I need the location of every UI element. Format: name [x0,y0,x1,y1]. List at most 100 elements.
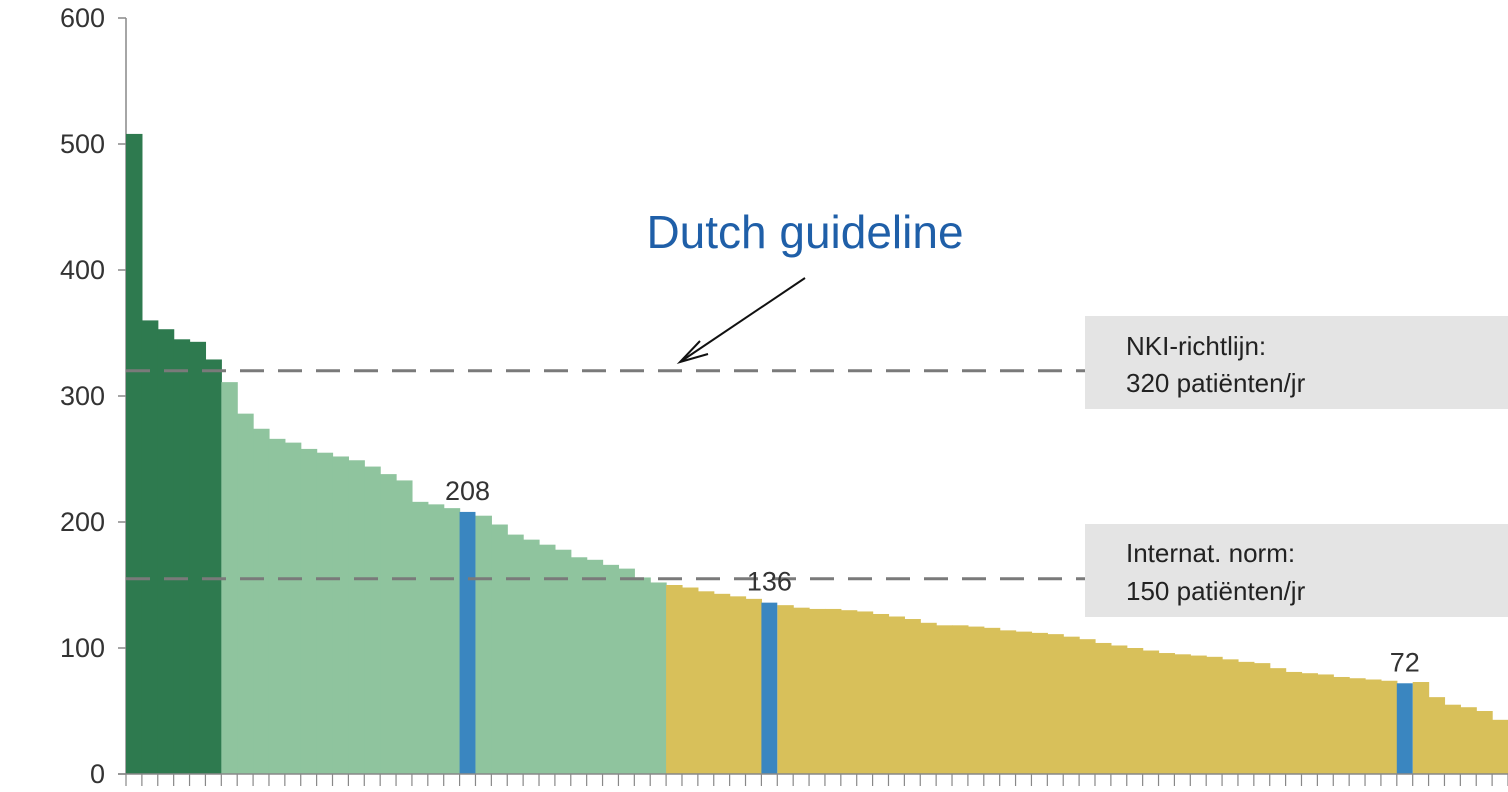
y-tick-label: 600 [60,3,105,33]
bar [1237,661,1255,774]
bar [205,359,222,774]
bar [681,587,699,774]
bar [793,607,810,774]
bar [1492,719,1508,774]
bar [126,133,143,775]
bar [666,585,683,774]
bar-labels: 208 136 72 [445,476,1420,677]
annotation: Dutch guideline [646,206,964,364]
bar [1460,707,1477,774]
y-tick-label: 300 [60,381,105,411]
bar [1015,631,1033,774]
bar [141,320,159,774]
bar [1317,674,1334,774]
annotation-arrow-head [676,340,709,364]
y-tick-label: 0 [90,759,105,789]
bar-value-label: 208 [445,476,490,506]
bar [840,610,858,774]
bar [300,448,318,774]
y-axis: 0 100 200 300 400 500 600 [60,3,127,789]
bar [1063,636,1080,774]
reference-label-line2: 320 patiënten/jr [1126,368,1306,398]
bar [253,428,270,774]
bar [697,591,715,774]
x-axis-ticks [118,773,1508,786]
y-tick-label: 500 [60,129,105,159]
reference-label-line2: 150 patiënten/jr [1126,576,1306,606]
bar [1269,668,1287,774]
bar [650,582,667,774]
bar [1174,654,1191,774]
bar [221,382,238,774]
bar [1444,704,1461,774]
bar [1190,655,1207,774]
bar [586,559,604,774]
bar [777,605,794,774]
bar [1031,632,1048,774]
bar [1158,653,1176,774]
bar [284,442,302,774]
reference-label-line1: NKI-richtlijn: [1126,331,1266,361]
bar [1349,678,1366,774]
bar [268,438,286,774]
bar [952,625,969,774]
bar [1110,645,1128,774]
bar [364,466,381,774]
bars [126,133,1508,775]
bar [348,460,365,774]
bar [1301,673,1318,774]
bar [1285,671,1303,774]
bar [729,596,747,774]
bar [475,515,492,774]
bar [1222,659,1239,774]
bar [888,616,905,774]
reference-lines [126,369,1085,581]
bar [157,329,175,774]
reference-label-nki: NKI-richtlijn: 320 patiënten/jr [1085,316,1508,409]
bar-value-label: 136 [747,567,792,597]
bar [507,534,524,774]
annotation-arrow-line [682,277,806,361]
bar [1126,648,1144,774]
bar-highlighted [1396,683,1413,774]
bar [904,619,921,774]
bar [189,341,207,774]
bar-highlighted [459,511,476,774]
bar [539,544,556,774]
bar [983,627,1001,774]
bar [1476,711,1493,774]
bar [618,568,635,774]
y-tick-label: 200 [60,507,105,537]
reference-label-box [1085,316,1508,409]
bar-value-label: 72 [1390,647,1420,677]
bar [1428,697,1446,774]
reference-label-box [1085,524,1508,617]
bar [396,480,413,774]
bar [824,608,842,774]
bar-highlighted [761,602,778,774]
bar [443,508,461,774]
bar [1253,663,1271,774]
bar [1094,642,1112,774]
bar [856,611,874,774]
bar [1206,656,1223,774]
y-tick-label: 100 [60,633,105,663]
bar [1412,682,1430,774]
bar [1142,650,1160,774]
bar [316,452,334,774]
bar [237,413,254,774]
bar [920,622,937,774]
reference-label-line1: Internat. norm: [1126,538,1295,568]
bar [427,504,445,774]
annotation-title: Dutch guideline [646,206,963,258]
bar [332,456,349,774]
bar [999,630,1017,774]
bar [872,613,890,774]
bar [936,625,953,774]
reference-label-internat: Internat. norm: 150 patiënten/jr [1085,524,1508,617]
y-tick-label: 400 [60,255,105,285]
bar [1380,680,1398,774]
bar [491,524,508,774]
bar [380,474,397,774]
